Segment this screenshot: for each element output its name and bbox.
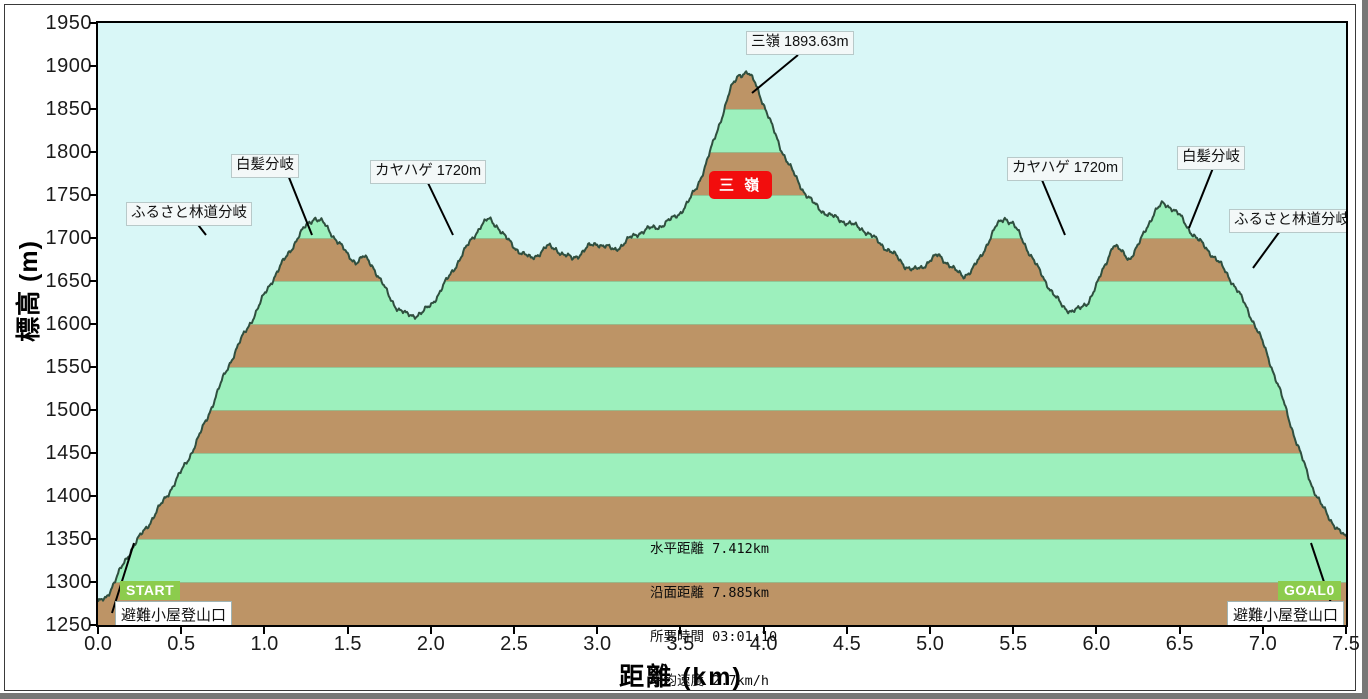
y-tick-label: 1250: [45, 614, 92, 636]
stat-horizontal-distance: 水平距離 7.412km: [650, 541, 770, 558]
y-tick-label: 1950: [45, 12, 92, 34]
callout-leader-line: [287, 174, 313, 236]
y-tick-label: 1850: [45, 98, 92, 120]
stat-elapsed-time: 所要時間 03:01:10: [650, 628, 778, 645]
y-tick-mark: [90, 237, 97, 239]
y-tick-label: 1350: [45, 528, 92, 550]
x-tick-label: 6.0: [1082, 633, 1111, 655]
x-tick-label: 0.5: [167, 633, 196, 655]
x-tick-mark: [845, 626, 848, 634]
x-tick-mark: [679, 626, 682, 634]
x-tick-label: 5.0: [916, 633, 944, 655]
y-tick-mark: [90, 194, 97, 196]
y-tick-label: 1550: [45, 356, 92, 378]
y-axis-ticks: 1950 1900 1850 1800 1750 1700 1650 1600 1550 1500…: [5, 5, 97, 693]
x-tick-mark: [180, 626, 183, 634]
callout-right-shiraga: 白髪分岐: [1177, 146, 1245, 170]
x-tick-label: 2.5: [500, 633, 528, 655]
callout-leader-line: [1252, 230, 1281, 269]
start-label: 避難小屋登山口: [115, 601, 233, 625]
y-tick-mark: [90, 108, 97, 110]
y-tick-label: 1750: [45, 184, 92, 206]
x-tick-mark: [762, 626, 765, 634]
callout-right-kayahage: カヤハゲ 1720m: [1007, 157, 1124, 181]
x-tick-mark: [346, 626, 349, 634]
plot-area: 三嶺 1893.63m 三 嶺 ふるさと林道分岐 白髪分岐 カヤハゲ 1720m…: [96, 21, 1348, 627]
y-tick-mark: [90, 538, 97, 540]
elevation-profile-svg: [98, 54, 1346, 625]
x-tick-mark: [263, 626, 266, 634]
x-tick-mark: [1178, 626, 1181, 634]
y-tick-mark: [90, 624, 97, 626]
x-tick-label: 4.5: [832, 633, 861, 655]
x-tick-mark: [1261, 626, 1264, 634]
y-tick-label: 1650: [45, 270, 92, 292]
y-tick-mark: [90, 65, 97, 67]
callout-leader-line: [427, 182, 454, 236]
statistics-block: 水平距離 7.412km 沿面距離 7.885km 所要時間 03:01:10 …: [650, 513, 810, 693]
callout-peak: 三嶺 1893.63m: [746, 31, 854, 55]
y-tick-label: 1800: [45, 141, 92, 163]
stat-average-speed: 平均速度 2.7km/h: [650, 672, 770, 689]
x-tick-mark: [1012, 626, 1015, 634]
x-tick-mark: [429, 626, 432, 634]
y-tick-mark: [90, 280, 97, 282]
y-tick-mark: [90, 581, 97, 583]
x-tick-label: 3.5: [666, 633, 695, 655]
chart-frame: 標高 (m) 1950 1900 1850 1800 1750 1700 1650 1600 1…: [4, 4, 1360, 691]
x-tick-label: 2.0: [416, 633, 445, 655]
y-tick-mark: [90, 452, 97, 454]
goal-badge: GOAL0: [1278, 581, 1341, 600]
y-tick-label: 1400: [45, 485, 92, 507]
terrain-outline: [98, 70, 1346, 603]
callout-leader-line: [751, 54, 799, 94]
callout-left-furusato: ふるさと林道分岐: [126, 202, 252, 226]
x-tick-label: 1.5: [333, 633, 362, 655]
x-axis-ticks: 0.0 0.5 1.0 1.5 2.0 2.5 3.0 3.5 4.0 4.5 5.0 5.5 6.0 6…: [5, 5, 1362, 693]
x-tick-label: 5.5: [999, 633, 1028, 655]
stat-surface-distance: 沿面距離 7.885km: [650, 584, 770, 601]
callout-leader-line: [1188, 167, 1214, 229]
y-tick-label: 1300: [45, 571, 92, 593]
x-tick-label: 6.5: [1165, 633, 1194, 655]
y-tick-mark: [90, 323, 97, 325]
y-tick-mark: [90, 495, 97, 497]
x-tick-mark: [929, 626, 931, 634]
y-tick-mark: [90, 409, 97, 411]
y-tick-mark: [90, 366, 97, 368]
callout-right-furusato: ふるさと林道分岐: [1229, 209, 1346, 233]
callout-left-shiraga: 白髪分岐: [231, 154, 299, 178]
goal-label: 避難小屋登山口: [1227, 601, 1345, 625]
y-tick-label: 1700: [45, 227, 92, 249]
x-axis-title: 距離 (km): [619, 663, 743, 691]
x-tick-label: 7.0: [1248, 633, 1277, 655]
callout-leader-line: [1041, 179, 1066, 236]
y-tick-label: 1450: [45, 442, 92, 464]
x-tick-mark: [513, 626, 515, 634]
callout-left-kayahage: カヤハゲ 1720m: [370, 160, 487, 184]
x-tick-label: 1.0: [250, 633, 279, 655]
x-tick-label: 3.0: [583, 633, 612, 655]
x-tick-label: 4.0: [749, 633, 778, 655]
x-tick-mark: [97, 626, 99, 634]
y-tick-label: 1900: [45, 55, 92, 77]
x-tick-mark: [596, 626, 599, 634]
peak-badge: 三 嶺: [709, 171, 773, 199]
x-tick-mark: [1095, 626, 1098, 634]
x-tick-label: 7.5: [1332, 633, 1360, 655]
x-tick-label: 0.0: [84, 633, 112, 655]
start-badge: START: [120, 581, 181, 600]
y-tick-label: 1600: [45, 313, 92, 335]
y-tick-label: 1500: [45, 399, 92, 421]
y-tick-mark: [90, 22, 97, 24]
y-tick-mark: [90, 151, 97, 153]
x-tick-mark: [1345, 626, 1347, 634]
